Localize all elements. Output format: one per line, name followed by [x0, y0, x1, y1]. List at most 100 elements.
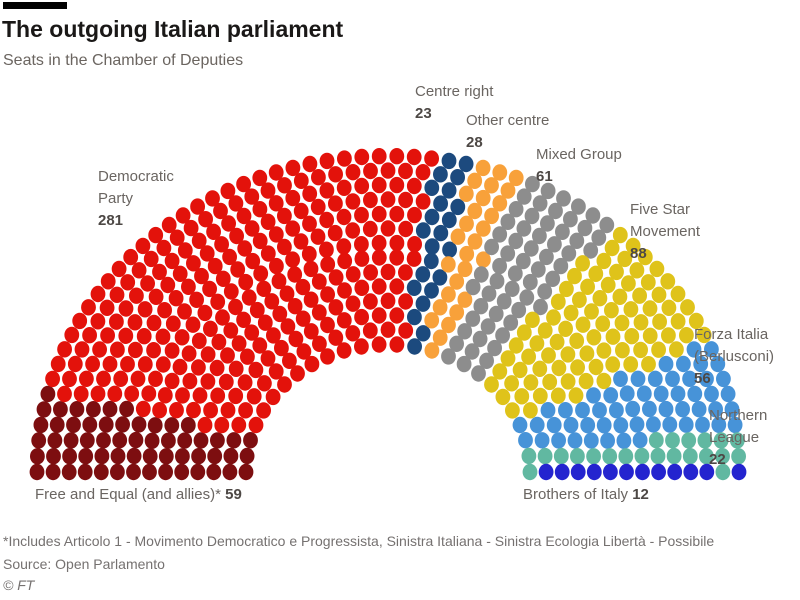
seat-dot — [570, 463, 586, 481]
seat-dot — [82, 327, 97, 344]
seat-dot — [191, 332, 207, 349]
seat-dot — [459, 245, 475, 263]
seat-dot — [236, 311, 252, 328]
seat-dot — [682, 370, 697, 387]
seat-dot — [221, 215, 237, 232]
seat-dot — [559, 280, 574, 298]
label-line: (Berlusconi) — [694, 348, 775, 365]
seat-dot — [152, 402, 168, 419]
seat-dot — [161, 432, 176, 449]
label-line: Democratic — [98, 168, 174, 185]
seat-dot — [336, 342, 352, 359]
seat-dot — [679, 327, 694, 344]
seat-dot — [580, 278, 595, 295]
seat-dot — [449, 335, 464, 352]
seat-dot — [380, 263, 396, 281]
seat-dot — [302, 185, 318, 202]
seat-dot — [336, 208, 352, 226]
seat-dot — [512, 361, 528, 379]
seat-dot — [609, 263, 624, 281]
seat-dot — [319, 241, 334, 258]
label-value: 88 — [630, 245, 647, 262]
label-value: 28 — [466, 134, 483, 151]
seat-dot — [223, 322, 239, 339]
seat-dot — [558, 320, 573, 337]
seat-dot — [615, 342, 630, 359]
seat-dot — [651, 286, 667, 303]
seat-dot — [354, 236, 369, 253]
seat-dot — [614, 314, 630, 332]
seat-dot — [449, 273, 465, 290]
seat-dot — [475, 220, 491, 237]
seat-dot — [696, 326, 712, 344]
seat-dot — [354, 338, 369, 355]
seat-dot — [440, 256, 456, 273]
seat-dot — [389, 234, 405, 252]
seat-dot — [96, 432, 111, 449]
seat-dot — [371, 148, 387, 165]
seat-dot — [155, 328, 171, 345]
seat-dot — [688, 312, 704, 330]
seat-dot — [635, 463, 650, 481]
seat-dot — [521, 348, 536, 365]
seat-dot — [572, 291, 587, 308]
seat-dot — [556, 190, 571, 207]
seat-dot — [277, 376, 292, 393]
seat-dot — [681, 432, 697, 449]
seat-dot — [238, 273, 254, 291]
seat-dot — [320, 316, 335, 334]
seat-dot — [45, 463, 61, 481]
seat-dot — [148, 370, 163, 387]
seat-dot — [632, 431, 648, 449]
seat-dot — [30, 448, 45, 465]
seat-dot — [158, 463, 174, 481]
seat-dot — [213, 202, 228, 220]
seat-dot — [467, 233, 483, 250]
seat-dot — [240, 348, 255, 365]
seat-dot — [244, 220, 260, 237]
seat-dot — [457, 291, 473, 308]
seat-dot — [252, 337, 268, 354]
seat-dot — [640, 274, 656, 291]
seat-dot — [537, 447, 553, 465]
seat-dot — [197, 416, 213, 434]
seat-dot — [320, 256, 336, 273]
seat-dot — [473, 266, 489, 283]
seat-dot — [389, 249, 405, 266]
seat-dot — [560, 373, 576, 390]
seat-dot — [424, 342, 440, 359]
seat-dot — [252, 232, 268, 250]
seat-dot — [265, 388, 281, 406]
seat-dot — [131, 262, 147, 279]
seat-dot — [433, 224, 449, 242]
seat-dot — [110, 463, 125, 481]
seat-dot — [102, 355, 118, 373]
seat-dot — [271, 272, 287, 290]
seat-dot — [302, 215, 317, 232]
seat-dot — [236, 175, 252, 193]
seat-dot — [320, 348, 335, 365]
seat-dot — [583, 242, 599, 259]
label-line: Five Star — [630, 201, 691, 218]
seat-dot — [354, 250, 370, 267]
seat-dot — [74, 341, 90, 358]
seat-dot — [189, 291, 205, 308]
seat-dot — [442, 241, 457, 258]
seat-dot — [415, 266, 431, 283]
seat-dot — [456, 355, 472, 373]
seat-dot — [211, 333, 227, 351]
seat-dot — [609, 402, 624, 419]
seat-dot — [457, 260, 473, 278]
seat-dot — [649, 260, 665, 278]
seat-dot — [228, 360, 244, 377]
seat-dot — [175, 448, 190, 465]
label-five-star-movement: Five Star Movement 88 — [630, 199, 700, 265]
seat-dot — [523, 240, 539, 257]
seat-dot — [653, 385, 669, 402]
seat-dot — [637, 248, 653, 266]
seat-dot — [228, 298, 243, 316]
label-forza-italia: Forza Italia (Berlusconi) 56 — [694, 324, 774, 390]
seat-dot — [362, 220, 378, 238]
seat-dot — [207, 257, 223, 275]
seat-dot — [464, 343, 480, 360]
